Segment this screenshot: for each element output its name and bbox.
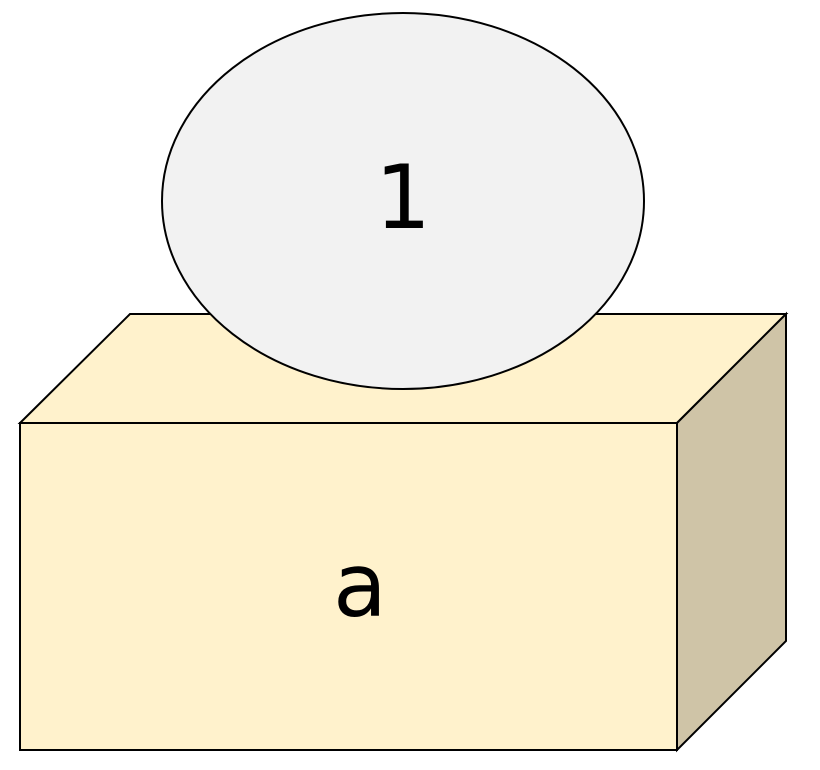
ellipse-node (161, 12, 645, 390)
box-label: a (333, 534, 387, 637)
ellipse-label: 1 (375, 146, 431, 249)
box-front (19, 422, 678, 751)
